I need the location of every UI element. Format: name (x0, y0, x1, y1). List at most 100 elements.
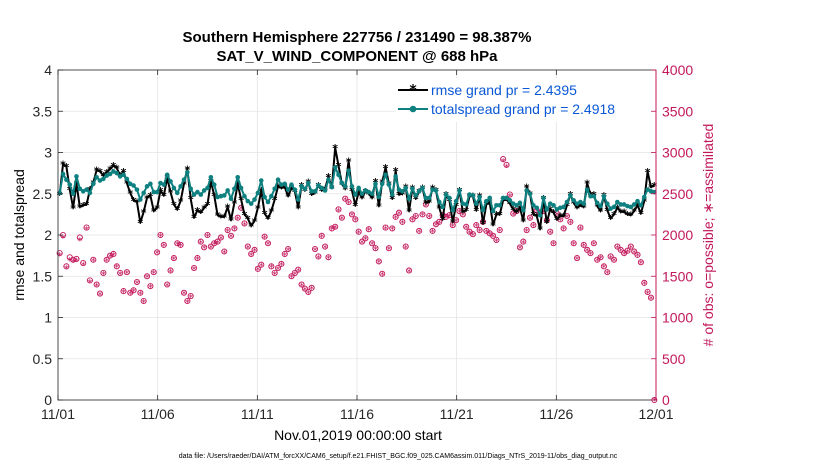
obs-assimilated-point: * (551, 240, 556, 251)
obs-possible-point (395, 209, 403, 216)
rmse-point: * (289, 182, 295, 195)
obs-possible-point (107, 252, 114, 259)
obs-assimilated-point: * (591, 240, 596, 251)
obs-assimilated-point: * (360, 238, 365, 249)
obs-possible-point (641, 279, 648, 286)
rmse-point: * (480, 218, 486, 231)
obs-possible-point (412, 212, 419, 220)
obs-possible-point (358, 238, 366, 245)
obs-possible-point (580, 241, 587, 248)
obs-possible-point (143, 273, 151, 280)
obs-possible-point (547, 228, 554, 235)
totalspread-point (410, 186, 415, 192)
obs-assimilated-point: * (148, 283, 153, 294)
totalspread-point (564, 199, 570, 205)
totalspread-point (269, 193, 274, 199)
totalspread-point (349, 184, 355, 189)
obs-possible-point (120, 288, 127, 295)
obs-possible-point (311, 245, 319, 253)
obs-possible-point (86, 277, 93, 284)
obs-assimilated-point: * (124, 269, 129, 280)
totalspread-point (114, 170, 120, 176)
obs-assimilated-point: * (71, 257, 76, 268)
obs-possible-point (614, 243, 621, 250)
obs-assimilated-point: * (427, 213, 432, 224)
obs-assimilated-point: * (477, 227, 482, 238)
obs-assimilated-point: * (528, 215, 533, 226)
totalspread-point (101, 176, 106, 182)
obs-possible-point (137, 289, 144, 296)
rmse-point: * (581, 201, 587, 214)
x-tick-label: 11/01 (41, 406, 75, 422)
obs-assimilated-point: * (255, 266, 260, 277)
obs-assimilated-point: * (343, 196, 348, 207)
totalspread-point (305, 180, 311, 186)
obs-possible-point (248, 250, 255, 258)
totalspread-point (490, 208, 496, 214)
obs-assimilated-point: * (497, 227, 502, 238)
obs-possible-point (399, 218, 406, 225)
totalspread-point (531, 203, 536, 208)
totalspread-point (107, 171, 113, 177)
x-tick-label: 11/16 (340, 406, 374, 422)
rmse-point: * (275, 181, 281, 194)
rmse-point: * (534, 211, 540, 224)
obs-counts: ****************************************… (56, 156, 658, 407)
rmse-point: * (507, 198, 513, 211)
obs-assimilated-point: * (467, 229, 472, 240)
obs-assimilated-point: * (521, 238, 526, 249)
obs-possible-point (100, 269, 107, 277)
totalspread-point (584, 187, 590, 192)
obs-assimilated-point: * (279, 261, 284, 272)
rmse-point: * (487, 197, 493, 210)
obs-possible-point (96, 290, 104, 297)
totalspread-point (346, 168, 351, 173)
obs-possible-point (187, 292, 194, 300)
obs-possible-point (516, 244, 523, 251)
obs-assimilated-point: * (514, 208, 519, 219)
rmse-point: * (453, 200, 459, 213)
obs-possible-point (385, 245, 392, 252)
obs-possible-point (254, 265, 261, 272)
totalspread-point (457, 188, 462, 193)
obs-possible-point (490, 232, 497, 239)
obs-assimilated-point: * (585, 247, 590, 258)
rmse-point: * (174, 204, 180, 217)
rmse-point: * (94, 164, 100, 177)
obs-assimilated-point: * (390, 225, 395, 236)
obs-possible-point (285, 245, 292, 253)
rmse-point: * (369, 192, 375, 205)
rmse-point: * (497, 209, 503, 222)
obs-possible-point (355, 228, 362, 235)
obs-possible-point (154, 249, 161, 256)
obs-assimilated-point: * (202, 244, 207, 255)
totalspread-point (497, 203, 503, 208)
obs-possible-point (160, 241, 167, 248)
rmse-point: * (158, 185, 164, 198)
obs-assimilated-point: * (437, 219, 442, 230)
obs-assimilated-point: * (151, 269, 156, 280)
obs-assimilated-point: * (272, 270, 277, 281)
obs-assimilated-point: * (91, 257, 96, 268)
rmse-point: * (208, 176, 214, 189)
obs-possible-point (604, 269, 611, 276)
totalspread-point (551, 203, 556, 208)
rmse-point: * (594, 201, 600, 214)
totalspread-point (302, 186, 308, 192)
obs-assimilated-point: * (61, 233, 66, 244)
totalspread-point (423, 195, 429, 201)
obs-assimilated-point: * (571, 240, 576, 251)
chart-title: Southern Hemisphere 227756 / 231490 = 98… (183, 29, 532, 46)
rmse-point: * (181, 178, 187, 191)
totalspread-point (541, 195, 546, 201)
rmse-point: * (645, 166, 651, 179)
obs-assimilated-point: * (94, 281, 99, 292)
totalspread-point (369, 191, 375, 197)
obs-assimilated-point: * (208, 243, 213, 254)
rmse-point: * (218, 211, 224, 224)
obs-possible-point (227, 232, 235, 239)
obs-assimilated-point: * (333, 224, 338, 235)
obs-possible-point (469, 231, 476, 238)
obs-possible-point (574, 255, 581, 262)
rmse-point: * (500, 195, 506, 208)
